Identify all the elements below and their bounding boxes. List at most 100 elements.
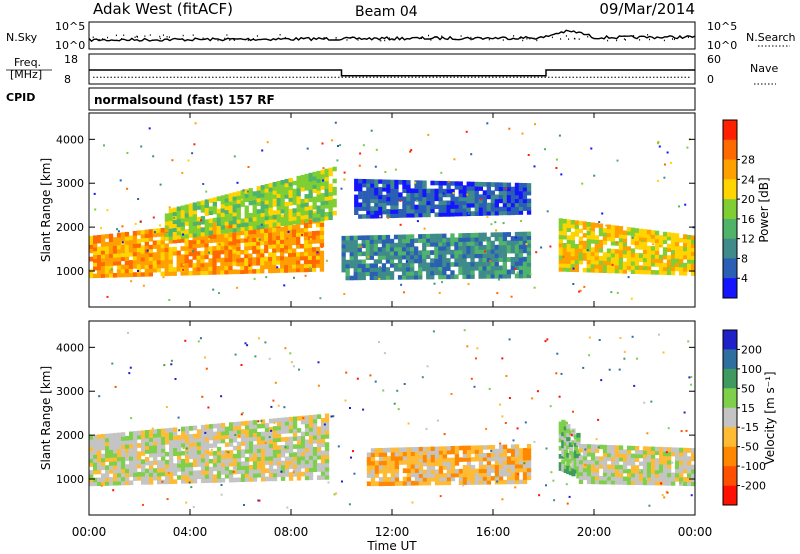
data-cell-0 (212, 238, 217, 243)
data-cell-1 (316, 213, 321, 218)
data-cell-1 (200, 204, 205, 209)
data-cell-2 (510, 269, 515, 275)
colorbar-tick-label: 4 (741, 272, 748, 285)
noise-search-dot (380, 40, 382, 42)
data-cell-3 (654, 465, 660, 471)
data-cell-0 (185, 442, 190, 448)
data-cell-0 (304, 431, 310, 436)
data-cell-0 (288, 229, 293, 234)
noise-search-dot (388, 37, 390, 39)
data-cell-3 (434, 192, 439, 198)
data-cell-1 (418, 450, 424, 456)
data-cell-1 (208, 210, 213, 215)
data-cell-3 (614, 472, 620, 477)
data-cell-0 (268, 431, 274, 436)
data-cell-0 (196, 474, 202, 480)
data-cell-0 (324, 434, 330, 439)
data-cell-0 (196, 259, 201, 264)
data-cell-4 (590, 222, 595, 228)
data-cell-4 (683, 242, 688, 248)
data-cell-3 (434, 212, 439, 217)
data-cell-2 (377, 275, 383, 280)
data-cell-3 (366, 190, 371, 196)
data-cell-2 (498, 253, 503, 258)
data-cell-0 (156, 259, 161, 265)
data-cell-1 (438, 465, 444, 470)
data-cell-0 (157, 479, 162, 485)
data-cell-0 (168, 251, 173, 256)
data-cell-0 (141, 475, 146, 481)
data-cell-0 (108, 261, 114, 266)
data-cell-4 (638, 236, 644, 242)
data-cell-0 (292, 444, 298, 449)
data-cell-1 (180, 209, 185, 215)
data-cell-0 (160, 239, 165, 245)
data-cell-0 (169, 443, 174, 449)
data-cell-3 (590, 471, 596, 477)
data-cell-0 (152, 240, 157, 245)
data-cell-3 (506, 206, 512, 212)
data-cell-1 (494, 452, 500, 458)
data-cell-2 (518, 269, 524, 275)
data-cell-1 (514, 452, 520, 457)
scatter-cell (162, 276, 165, 279)
data-cell-2 (426, 238, 431, 243)
data-cell-0 (292, 416, 298, 422)
data-cell-0 (311, 259, 317, 264)
data-cell-1 (486, 468, 492, 473)
data-cell-0 (145, 441, 150, 447)
data-cell-0 (308, 451, 314, 456)
data-cell-3 (646, 461, 652, 467)
data-cell-0 (89, 458, 94, 463)
data-cell-3 (506, 186, 512, 192)
scatter-cell (558, 395, 561, 398)
data-cell-0 (177, 455, 182, 460)
data-cell-2 (430, 270, 435, 276)
data-cell-0 (185, 478, 190, 484)
data-cell-0 (280, 243, 285, 249)
scatter-cell (137, 270, 139, 272)
data-cell-0 (208, 250, 213, 255)
data-cell-2 (438, 270, 443, 276)
data-cell-4 (566, 219, 571, 224)
data-cell-4 (594, 223, 599, 228)
data-cell-3 (486, 190, 491, 196)
data-cell-4 (598, 223, 604, 229)
data-cell-1 (478, 480, 484, 485)
data-cell-0 (220, 427, 226, 432)
data-cell-2 (357, 267, 362, 273)
y-tick-label: 1000 (56, 265, 84, 278)
data-cell-1 (366, 452, 372, 458)
data-cell-2 (498, 240, 503, 246)
data-cell-0 (244, 253, 249, 259)
data-cell-2 (450, 270, 455, 275)
data-cell-1 (366, 460, 372, 466)
data-cell-0 (132, 259, 138, 265)
data-cell-1 (442, 450, 448, 455)
data-cell-3 (494, 198, 499, 204)
scatter-cell (114, 385, 117, 388)
data-cell-2 (418, 254, 423, 260)
data-cell-2 (438, 250, 443, 255)
data-cell-2 (341, 263, 346, 269)
data-cell-4 (590, 255, 595, 261)
scatter-cell (247, 236, 250, 239)
data-cell-0 (160, 259, 165, 265)
data-cell-2 (369, 267, 374, 272)
data-cell-0 (300, 459, 306, 465)
data-cell-1 (328, 215, 333, 220)
data-cell-0 (97, 454, 102, 459)
data-cell-0 (224, 245, 229, 250)
data-cell-4 (687, 242, 692, 248)
data-cell-4 (574, 244, 579, 249)
data-cell-3 (406, 200, 411, 206)
data-cell-4 (602, 264, 608, 269)
data-cell-4 (654, 234, 660, 240)
data-cell-3 (663, 459, 668, 465)
scatter-cell (349, 407, 351, 409)
scatter-cell (93, 192, 96, 195)
scatter-cell (238, 434, 241, 437)
data-cell-2 (522, 235, 528, 241)
data-cell-2 (558, 433, 563, 439)
data-cell-4 (562, 267, 567, 272)
